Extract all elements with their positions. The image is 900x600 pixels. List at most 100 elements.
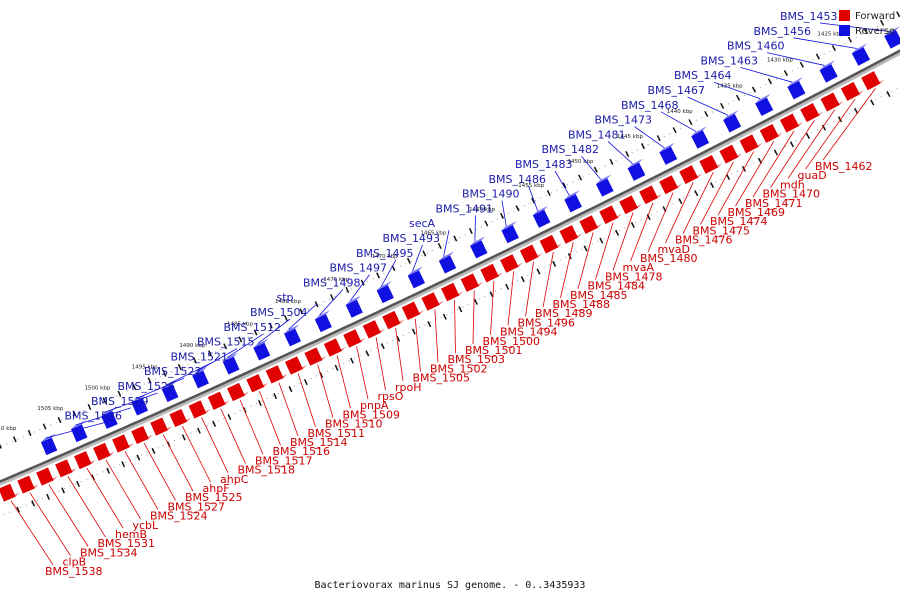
svg-text:BMS_1456[interactable]: BMS_1456 xyxy=(754,25,812,38)
svg-text:BMS_1478[interactable]: BMS_1478 xyxy=(605,270,663,283)
gene-label-bms_1536[interactable]: BMS_1536 xyxy=(65,410,123,423)
gene-label-bms_1463[interactable]: BMS_1463 xyxy=(701,54,759,67)
gene-label-bms_1538[interactable]: BMS_1538 xyxy=(45,565,103,578)
gene-label-bms_1488[interactable]: BMS_1488 xyxy=(553,298,611,311)
svg-text:BMS_1494[interactable]: BMS_1494 xyxy=(500,326,558,339)
gene-label-guad[interactable]: guaD xyxy=(798,169,827,182)
gene-label-stp[interactable]: stp xyxy=(277,291,294,304)
gene-label-seca[interactable]: secA xyxy=(409,217,436,230)
gene-label-bms_1516[interactable]: BMS_1516 xyxy=(273,445,331,458)
svg-text:BMS_1480[interactable]: BMS_1480 xyxy=(640,252,698,265)
gene-label-bms_1460[interactable]: BMS_1460 xyxy=(727,40,785,53)
svg-text:guaD[interactable]: guaD xyxy=(798,169,827,182)
gene-label-bms_1526[interactable]: BMS_1526 xyxy=(118,380,176,393)
svg-text:BMS_1464[interactable]: BMS_1464 xyxy=(674,69,732,82)
gene-label-bms_1511[interactable]: BMS_1511 xyxy=(308,427,366,440)
gene-label-bms_1484[interactable]: BMS_1484 xyxy=(588,280,646,293)
svg-text:BMS_1510[interactable]: BMS_1510 xyxy=(325,418,383,431)
svg-text:BMS_1529[interactable]: BMS_1529 xyxy=(91,395,149,408)
gene-label-bms_1464[interactable]: BMS_1464 xyxy=(674,69,732,82)
gene-label-bms_1531[interactable]: BMS_1531 xyxy=(98,537,156,550)
svg-text:BMS_1482[interactable]: BMS_1482 xyxy=(542,143,600,156)
gene-label-bms_1467[interactable]: BMS_1467 xyxy=(648,84,706,97)
gene-label-bms_1510[interactable]: BMS_1510 xyxy=(325,418,383,431)
svg-text:BMS_1524[interactable]: BMS_1524 xyxy=(150,510,208,523)
svg-text:BMS_1453[interactable]: BMS_1453 xyxy=(780,10,838,23)
svg-text:BMS_1462[interactable]: BMS_1462 xyxy=(815,160,873,173)
gene-label-bms_1489[interactable]: BMS_1489 xyxy=(535,307,593,320)
svg-text:BMS_1517[interactable]: BMS_1517 xyxy=(255,454,313,467)
svg-text:mdh[interactable]: mdh xyxy=(780,178,805,191)
gene-label-bms_1469[interactable]: BMS_1469 xyxy=(728,206,786,219)
svg-text:BMS_1509[interactable]: BMS_1509 xyxy=(343,408,401,421)
gene-label-bms_1490[interactable]: BMS_1490 xyxy=(462,188,520,201)
gene-label-bms_1468[interactable]: BMS_1468 xyxy=(621,99,679,112)
svg-text:BMS_1471[interactable]: BMS_1471 xyxy=(745,197,803,210)
gene-label-bms_1475[interactable]: BMS_1475 xyxy=(693,224,751,237)
svg-text:BMS_1481[interactable]: BMS_1481 xyxy=(568,128,626,141)
svg-text:BMS_1514[interactable]: BMS_1514 xyxy=(290,436,348,449)
gene-label-ahpf[interactable]: ahpF xyxy=(203,482,230,495)
gene-label-clpb[interactable]: clpB xyxy=(63,556,87,569)
gene-label-mvaa[interactable]: mvaA xyxy=(623,261,655,274)
gene-label-bms_1529[interactable]: BMS_1529 xyxy=(91,395,149,408)
svg-text:BMS_1536[interactable]: BMS_1536 xyxy=(65,410,123,423)
gene-label-bms_1462[interactable]: BMS_1462 xyxy=(815,160,873,173)
gene-label-ahpc[interactable]: ahpC xyxy=(220,473,249,486)
gene-label-bms_1505[interactable]: BMS_1505 xyxy=(413,372,471,385)
svg-text:BMS_1486[interactable]: BMS_1486 xyxy=(489,173,547,186)
gene-label-ycbl[interactable]: ycbL xyxy=(133,519,160,532)
svg-text:BMS_1467[interactable]: BMS_1467 xyxy=(648,84,706,97)
svg-text:ahpF[interactable]: ahpF xyxy=(203,482,230,495)
gene-label-bms_1495[interactable]: BMS_1495 xyxy=(356,247,414,260)
gene-label-bms_1482[interactable]: BMS_1482 xyxy=(542,143,600,156)
svg-text:BMS_1505[interactable]: BMS_1505 xyxy=(413,372,471,385)
svg-text:secA[interactable]: secA xyxy=(409,217,436,230)
svg-text:BMS_1527[interactable]: BMS_1527 xyxy=(168,500,226,513)
gene-label-bms_1515[interactable]: BMS_1515 xyxy=(197,336,255,349)
gene-label-bms_1497[interactable]: BMS_1497 xyxy=(330,262,388,275)
gene-label-bms_1496[interactable]: BMS_1496 xyxy=(518,316,576,329)
svg-text:BMS_1501[interactable]: BMS_1501 xyxy=(465,344,523,357)
svg-text:BMS_1493[interactable]: BMS_1493 xyxy=(383,232,441,245)
gene-label-bms_1504[interactable]: BMS_1504 xyxy=(250,306,308,319)
gene-label-bms_1512[interactable]: BMS_1512 xyxy=(224,321,282,334)
svg-text:BMS_1512[interactable]: BMS_1512 xyxy=(224,321,282,334)
svg-text:BMS_1503[interactable]: BMS_1503 xyxy=(448,353,506,366)
svg-text:mvaA[interactable]: mvaA xyxy=(623,261,655,274)
svg-text:hemB[interactable]: hemB xyxy=(115,528,147,541)
svg-text:BMS_1460[interactable]: BMS_1460 xyxy=(727,40,785,53)
svg-text:BMS_1500[interactable]: BMS_1500 xyxy=(483,335,541,348)
svg-text:BMS_1526[interactable]: BMS_1526 xyxy=(118,380,176,393)
gene-label-bms_1494[interactable]: BMS_1494 xyxy=(500,326,558,339)
gene-label-bms_1525[interactable]: BMS_1525 xyxy=(185,491,243,504)
gene-label-bms_1483[interactable]: BMS_1483 xyxy=(515,158,573,171)
gene-label-bms_1478[interactable]: BMS_1478 xyxy=(605,270,663,283)
gene-label-bms_1480[interactable]: BMS_1480 xyxy=(640,252,698,265)
svg-text:BMS_1474[interactable]: BMS_1474 xyxy=(710,215,768,228)
gene-label-mvad[interactable]: mvaD xyxy=(658,243,690,256)
svg-text:BMS_1491[interactable]: BMS_1491 xyxy=(436,202,494,215)
gene-label-bms_1524[interactable]: BMS_1524 xyxy=(150,510,208,523)
gene-label-bms_1476[interactable]: BMS_1476 xyxy=(675,234,733,247)
svg-text:BMS_1516[interactable]: BMS_1516 xyxy=(273,445,331,458)
svg-text:BMS_1525[interactable]: BMS_1525 xyxy=(185,491,243,504)
svg-text:BMS_1522[interactable]: BMS_1522 xyxy=(144,365,202,378)
svg-text:BMS_1476[interactable]: BMS_1476 xyxy=(675,234,733,247)
gene-label-bms_1473[interactable]: BMS_1473 xyxy=(595,114,653,127)
svg-text:BMS_1511[interactable]: BMS_1511 xyxy=(308,427,366,440)
gene-label-bms_1501[interactable]: BMS_1501 xyxy=(465,344,523,357)
svg-text:clpB[interactable]: clpB xyxy=(63,556,87,569)
svg-text:BMS_1521[interactable]: BMS_1521 xyxy=(171,350,229,363)
gene-label-bms_1481[interactable]: BMS_1481 xyxy=(568,128,626,141)
svg-text:BMS_1531[interactable]: BMS_1531 xyxy=(98,537,156,550)
svg-text:BMS_1515[interactable]: BMS_1515 xyxy=(197,336,255,349)
svg-text:BMS_1469[interactable]: BMS_1469 xyxy=(728,206,786,219)
svg-text:ycbL[interactable]: ycbL xyxy=(133,519,160,532)
svg-text:BMS_1504[interactable]: BMS_1504 xyxy=(250,306,308,319)
gene-label-bms_1498[interactable]: BMS_1498 xyxy=(303,276,361,289)
svg-text:BMS_1502[interactable]: BMS_1502 xyxy=(430,362,488,375)
gene-label-bms_1485[interactable]: BMS_1485 xyxy=(570,289,628,302)
gene-label-pnpa[interactable]: pnpA xyxy=(360,399,389,412)
gene-label-bms_1502[interactable]: BMS_1502 xyxy=(430,362,488,375)
